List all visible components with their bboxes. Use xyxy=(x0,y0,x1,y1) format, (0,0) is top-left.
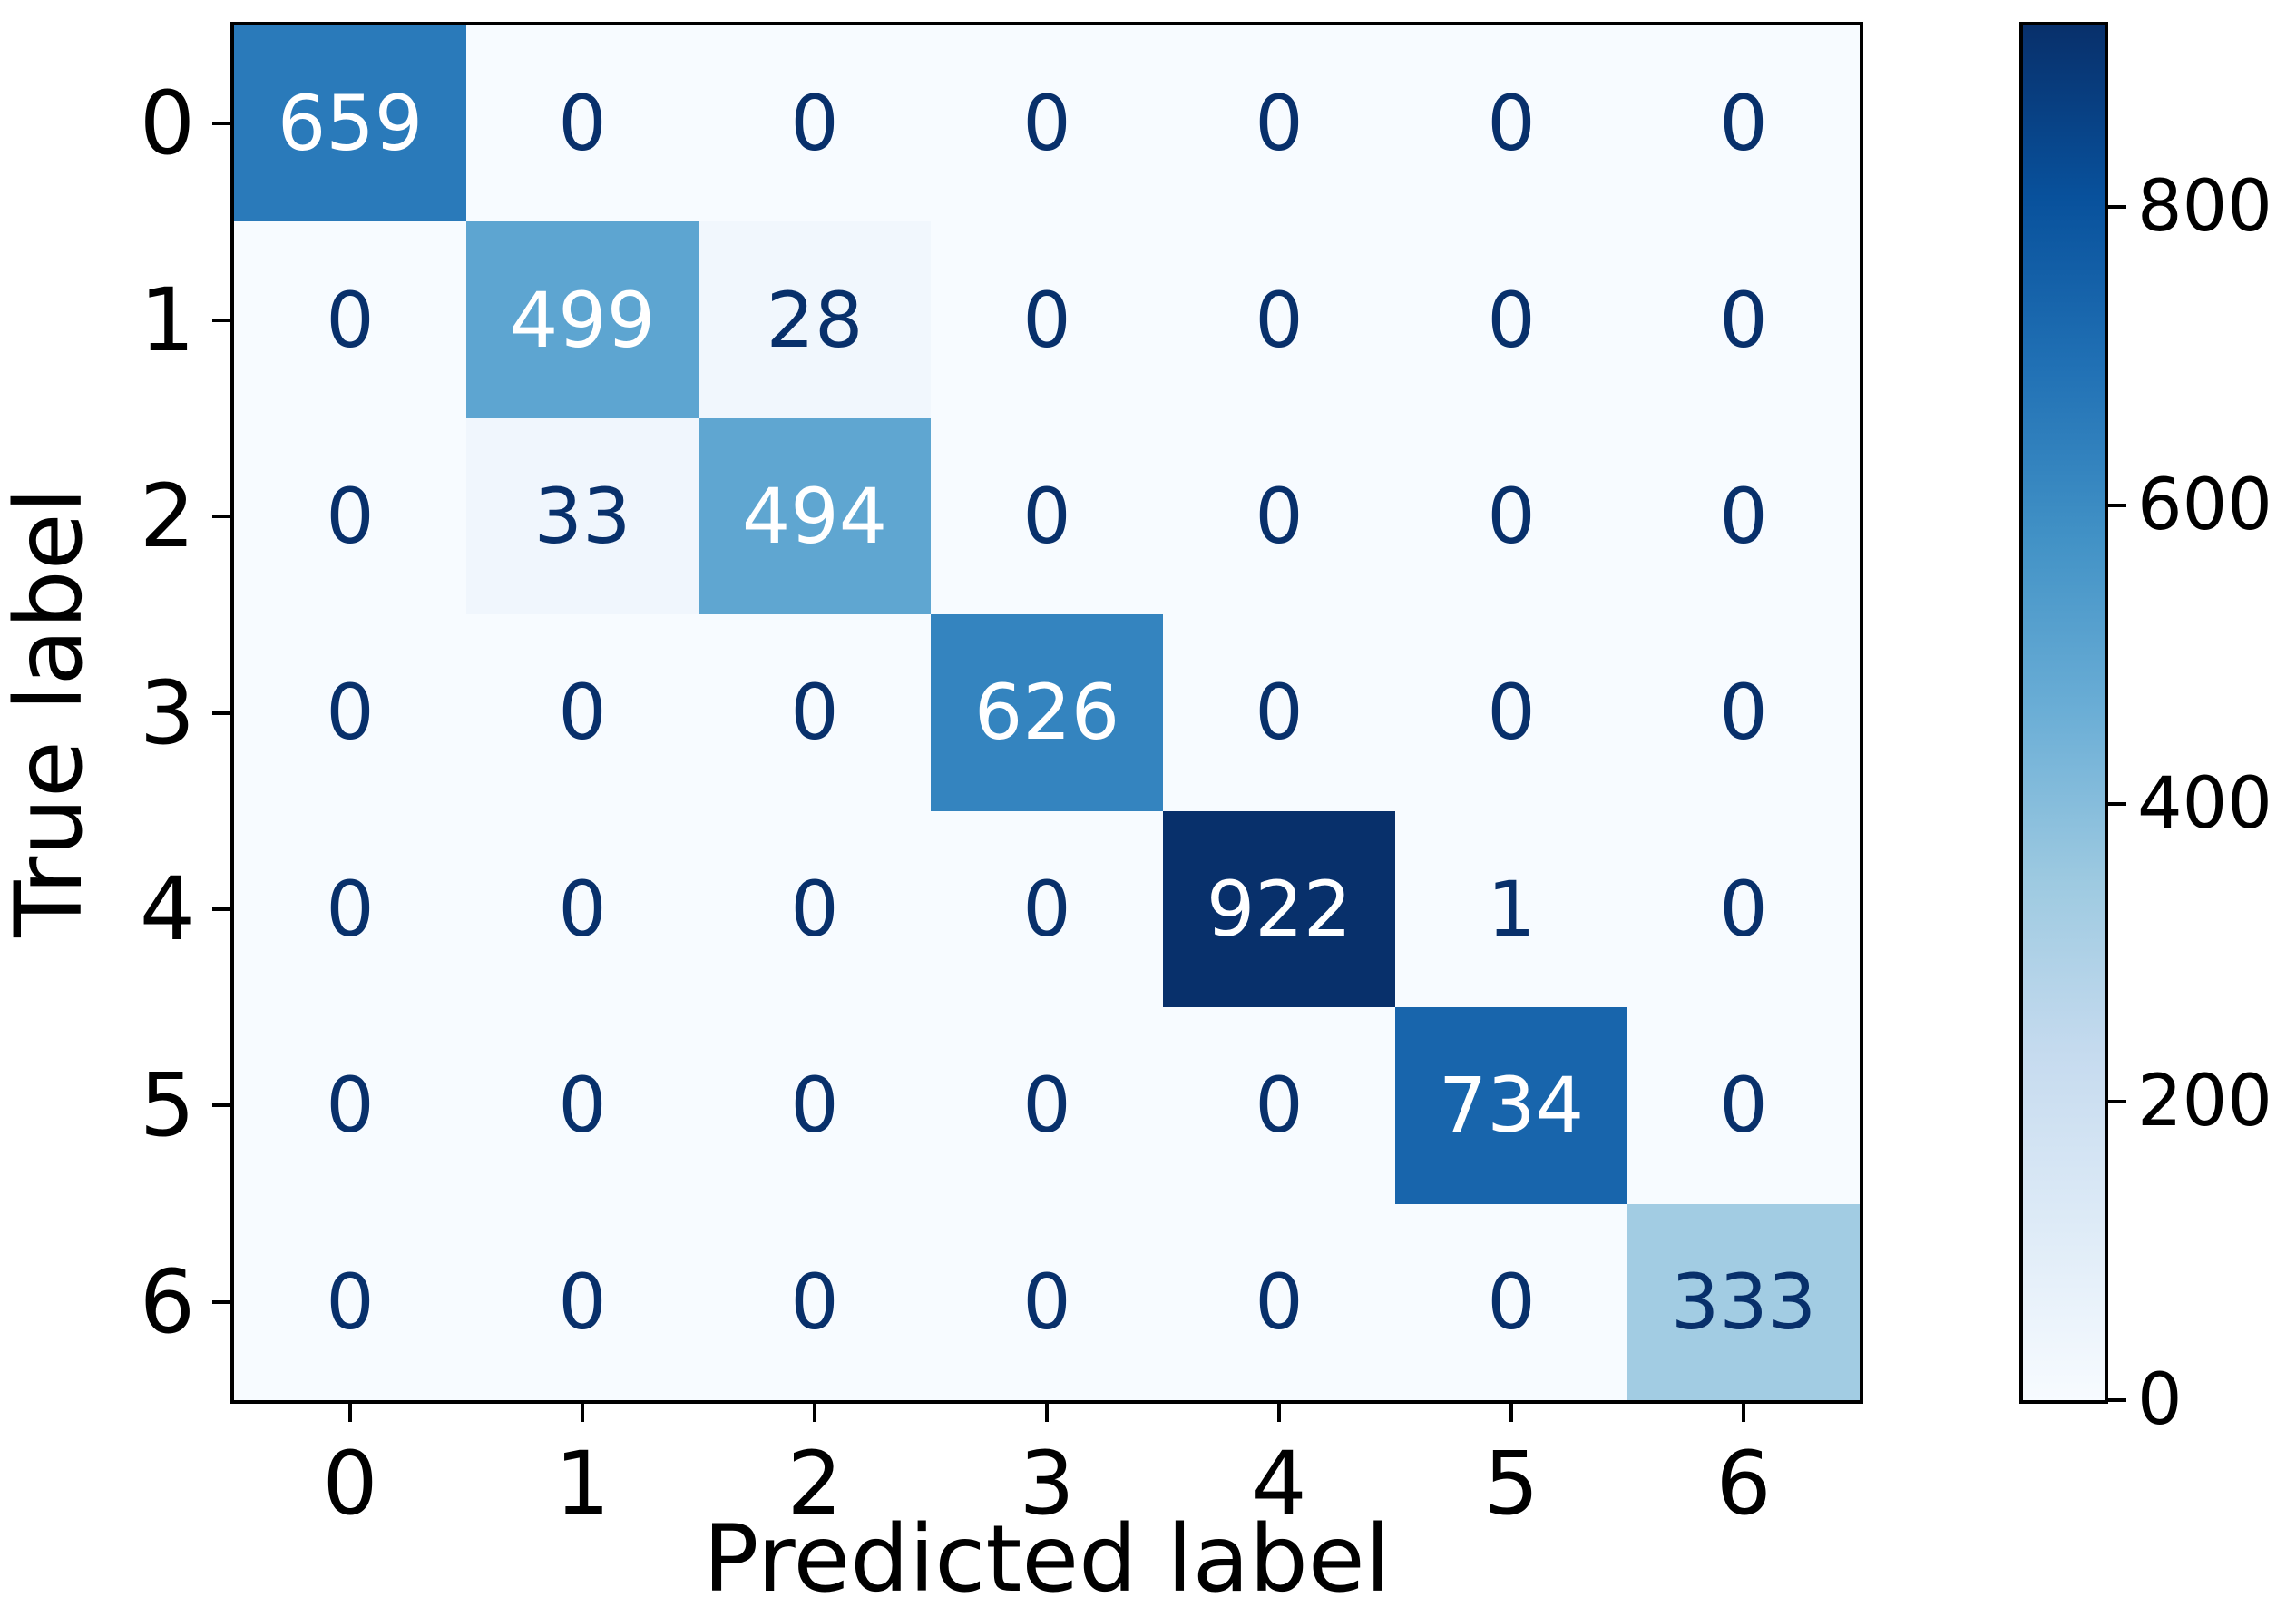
x-tick-label: 0 xyxy=(322,1433,378,1534)
x-tick-mark xyxy=(813,1404,816,1422)
matrix-cell-r6-c2: 0 xyxy=(699,1203,931,1400)
matrix-cell-r2-c2: 494 xyxy=(699,417,931,615)
matrix-cell-r0-c3: 0 xyxy=(931,25,1163,222)
matrix-cell-r2-c4: 0 xyxy=(1163,417,1395,615)
matrix-cell-r3-c3: 626 xyxy=(931,614,1163,811)
matrix-cell-r3-c2: 0 xyxy=(699,614,931,811)
matrix-cell-r6-c4: 0 xyxy=(1163,1203,1395,1400)
colorbar-tick-label: 0 xyxy=(2137,1359,2183,1441)
x-tick-label: 3 xyxy=(1019,1433,1075,1534)
y-tick-label: 1 xyxy=(139,269,195,371)
y-tick-label: 5 xyxy=(139,1054,195,1157)
matrix-cell-r4-c0: 0 xyxy=(234,810,466,1008)
colorbar-tick-mark xyxy=(2108,1100,2126,1104)
matrix-cell-r1-c5: 0 xyxy=(1395,221,1627,418)
y-tick-label: 0 xyxy=(139,73,195,175)
matrix-cell-r3-c1: 0 xyxy=(466,614,699,811)
x-tick-mark xyxy=(1509,1404,1513,1422)
colorbar-tick-label: 800 xyxy=(2137,166,2272,249)
x-tick-mark xyxy=(1277,1404,1281,1422)
y-tick-mark xyxy=(212,906,230,911)
x-tick-label: 1 xyxy=(554,1433,611,1534)
matrix-cell-r6-c5: 0 xyxy=(1395,1203,1627,1400)
y-tick-mark xyxy=(212,1299,230,1304)
y-tick-label: 6 xyxy=(139,1250,195,1353)
matrix-cell-r4-c3: 0 xyxy=(931,810,1163,1008)
x-tick-label: 2 xyxy=(787,1433,843,1534)
matrix-cell-r5-c5: 734 xyxy=(1395,1007,1627,1204)
matrix-cell-r2-c0: 0 xyxy=(234,417,466,615)
x-axis-label: Predicted label xyxy=(703,1505,1391,1613)
matrix-cell-r4-c2: 0 xyxy=(699,810,931,1008)
matrix-cell-r0-c4: 0 xyxy=(1163,25,1395,222)
y-tick-mark xyxy=(212,122,230,126)
colorbar-tick-label: 600 xyxy=(2137,465,2272,547)
matrix-cell-r3-c0: 0 xyxy=(234,614,466,811)
matrix-cell-r1-c0: 0 xyxy=(234,221,466,418)
x-tick-mark xyxy=(581,1404,584,1422)
colorbar xyxy=(2019,22,2108,1404)
x-tick-mark xyxy=(1742,1404,1745,1422)
matrix-cell-r0-c1: 0 xyxy=(466,25,699,222)
y-tick-label: 3 xyxy=(139,662,195,764)
matrix-cell-r1-c4: 0 xyxy=(1163,221,1395,418)
y-tick-label: 4 xyxy=(139,858,195,960)
matrix-cell-r2-c1: 33 xyxy=(466,417,699,615)
colorbar-tick-label: 400 xyxy=(2137,762,2272,845)
matrix-cell-r3-c5: 0 xyxy=(1395,614,1627,811)
matrix-cell-r2-c3: 0 xyxy=(931,417,1163,615)
matrix-cell-r5-c2: 0 xyxy=(699,1007,931,1204)
matrix-cell-r6-c6: 333 xyxy=(1627,1203,1860,1400)
matrix-cell-r0-c5: 0 xyxy=(1395,25,1627,222)
matrix-cell-r1-c2: 28 xyxy=(699,221,931,418)
colorbar-tick-mark xyxy=(2108,1398,2126,1402)
y-tick-mark xyxy=(212,1103,230,1108)
matrix-cell-r3-c6: 0 xyxy=(1627,614,1860,811)
matrix-cell-r5-c6: 0 xyxy=(1627,1007,1860,1204)
y-tick-mark xyxy=(212,710,230,715)
matrix-cell-r0-c6: 0 xyxy=(1627,25,1860,222)
colorbar-tick-mark xyxy=(2108,205,2126,210)
matrix-cell-r4-c1: 0 xyxy=(466,810,699,1008)
matrix-cell-r5-c3: 0 xyxy=(931,1007,1163,1204)
matrix-cell-r0-c2: 0 xyxy=(699,25,931,222)
x-tick-label: 6 xyxy=(1715,1433,1772,1534)
colorbar-gradient xyxy=(2023,25,2105,1400)
matrix-cell-r4-c5: 1 xyxy=(1395,810,1627,1008)
matrix-cell-r3-c4: 0 xyxy=(1163,614,1395,811)
x-tick-label: 5 xyxy=(1483,1433,1539,1534)
matrix-cell-r1-c6: 0 xyxy=(1627,221,1860,418)
x-tick-mark xyxy=(1045,1404,1049,1422)
matrix-cell-r6-c3: 0 xyxy=(931,1203,1163,1400)
colorbar-tick-mark xyxy=(2108,504,2126,508)
matrix-cell-r2-c6: 0 xyxy=(1627,417,1860,615)
matrix-cell-r6-c0: 0 xyxy=(234,1203,466,1400)
y-tick-mark xyxy=(212,514,230,519)
matrix-cell-r5-c0: 0 xyxy=(234,1007,466,1204)
matrix-cell-r4-c6: 0 xyxy=(1627,810,1860,1008)
matrix-cell-r1-c3: 0 xyxy=(931,221,1163,418)
matrix-cell-r6-c1: 0 xyxy=(466,1203,699,1400)
y-tick-label: 2 xyxy=(139,466,195,568)
colorbar-tick-mark xyxy=(2108,801,2126,806)
matrix-cell-r2-c5: 0 xyxy=(1395,417,1627,615)
matrix-cell-r0-c0: 659 xyxy=(234,25,466,222)
x-tick-label: 4 xyxy=(1251,1433,1307,1534)
matrix-cell-r4-c4: 922 xyxy=(1163,810,1395,1008)
y-axis-label: True label xyxy=(0,487,103,937)
matrix-cell-r1-c1: 499 xyxy=(466,221,699,418)
colorbar-tick-label: 200 xyxy=(2137,1061,2272,1143)
x-tick-mark xyxy=(348,1404,352,1422)
y-tick-mark xyxy=(212,318,230,322)
heatmap-grid: 659 0 0 0 0 0 0 0 499 28 0 0 0 0 0 33 494 0 0 0 0 0 0 0 626 0 0 0 0 0… xyxy=(234,25,1860,1400)
matrix-cell-r5-c1: 0 xyxy=(466,1007,699,1204)
matrix-cell-r5-c4: 0 xyxy=(1163,1007,1395,1204)
